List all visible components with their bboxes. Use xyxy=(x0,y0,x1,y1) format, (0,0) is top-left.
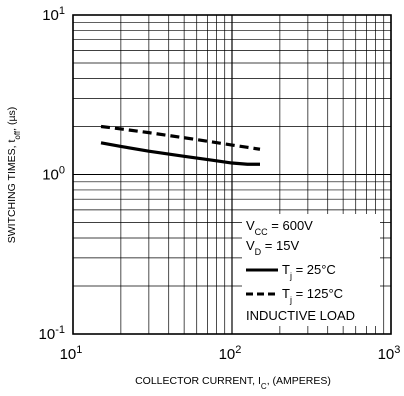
series-group xyxy=(100,124,261,166)
y-axis-title: SWITCHING TIMES, toff, (µs) xyxy=(6,107,22,244)
legend-label-125c: Tj = 125°C xyxy=(282,286,343,305)
y-tick-label: 10-1 xyxy=(39,324,65,343)
series-line-25c xyxy=(100,141,260,166)
series-line-125c xyxy=(100,124,261,151)
x-tick-label: 103 xyxy=(378,344,401,363)
legend-label-25c: Tj = 25°C xyxy=(282,262,336,281)
condition-vcc: VCC = 600V xyxy=(246,218,313,237)
x-tick-label: 101 xyxy=(60,344,83,363)
condition-vd: VD = 15V xyxy=(246,238,299,257)
y-tick-label: 101 xyxy=(42,5,65,24)
annotation-inductive-load: INDUCTIVE LOAD xyxy=(246,308,355,323)
legend: VCC = 600V VD = 15V Tj = 25°C Tj = 125°C… xyxy=(242,214,380,326)
x-axis-title: COLLECTOR CURRENT, IC, (AMPERES) xyxy=(135,375,331,391)
tick-labels: 101 102 103 101 100 10-1 xyxy=(39,5,401,363)
plot-frame xyxy=(72,14,392,335)
x-tick-label: 102 xyxy=(219,344,242,363)
y-tick-label: 100 xyxy=(42,165,65,184)
